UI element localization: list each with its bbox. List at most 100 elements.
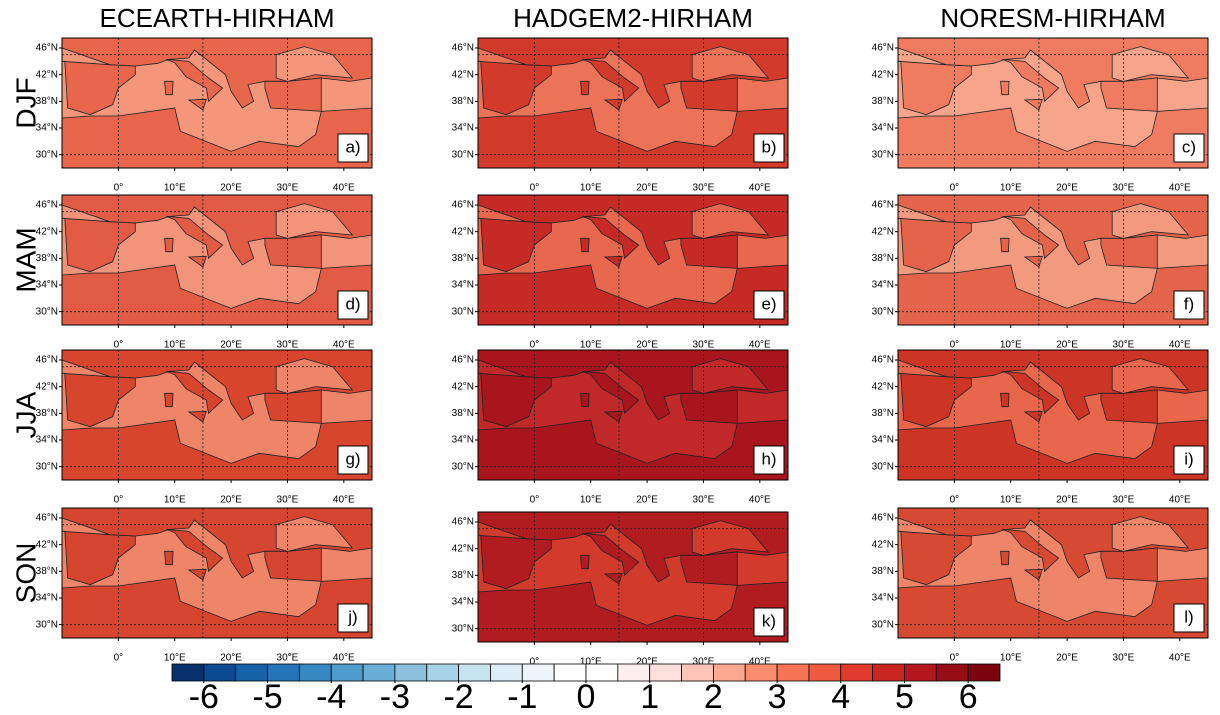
lat-tick-label: 30°N — [36, 306, 58, 317]
panel-label-box — [753, 445, 785, 475]
panel-label-box — [1173, 445, 1205, 475]
colorbar-tick-label: 2 — [704, 678, 723, 715]
lon-tick-label: 40°E — [1169, 495, 1191, 506]
lon-tick-label: 10°E — [164, 340, 186, 351]
map-panel: 46°N 42°N 38°N 34°N 30°N 0° 10°E 20°E 30°E 40°E d) — [36, 194, 373, 351]
lat-tick-label: 46°N — [36, 355, 58, 366]
lat-tick-label: 42°N — [872, 69, 894, 80]
lon-tick-label: 20°E — [636, 495, 658, 506]
land — [264, 234, 322, 269]
column-title: HADGEM2-HIRHAM — [513, 3, 753, 33]
lat-tick-label: 38°N — [872, 96, 894, 107]
lon-tick-label: 10°E — [1000, 183, 1022, 194]
land — [1023, 568, 1043, 581]
lon-tick-label: 40°E — [1169, 340, 1191, 351]
lat-tick-label: 34°N — [872, 593, 894, 604]
lon-tick-label: 30°E — [1113, 183, 1135, 194]
colorbar-box — [967, 663, 1001, 682]
lat-tick-label: 46°N — [452, 43, 474, 54]
panels: 46°N 42°N 38°N 34°N 30°N 0° 10°E 20°E 30°E 40°E a)… — [36, 37, 1209, 668]
lat-tick-label: 34°N — [452, 597, 474, 608]
inland-sea — [1111, 358, 1190, 394]
lat-tick-label: 34°N — [452, 123, 474, 134]
lon-tick-label: 20°E — [1056, 653, 1078, 664]
lon-tick-label: 30°E — [1113, 340, 1135, 351]
land — [187, 410, 207, 423]
map-panel: 46°N 42°N 38°N 34°N 30°N 0° 10°E 20°E 30°E 40°E c) — [872, 37, 1209, 194]
land — [164, 392, 174, 408]
map-panel: 46°N 42°N 38°N 34°N 30°N 0° 10°E 20°E 30°E 40°E a) — [36, 37, 373, 194]
lon-tick-label: 20°E — [1056, 340, 1078, 351]
colorbar-tick-label: -5 — [252, 678, 282, 715]
land — [1023, 255, 1043, 268]
map-panel: 46°N 42°N 38°N 34°N 30°N 0° 10°E 20°E 30°E 40°E k) — [452, 511, 789, 668]
lat-tick-label: 30°N — [452, 461, 474, 472]
lon-tick-label: 30°E — [693, 340, 715, 351]
lon-tick-label: 0° — [114, 495, 124, 506]
column-title: ECEARTH-HIRHAM — [100, 3, 335, 33]
land — [1000, 392, 1010, 408]
lat-tick-label: 38°N — [872, 408, 894, 419]
map-panel: 46°N 42°N 38°N 34°N 30°N 0° 10°E 20°E 30°E 40°E e) — [452, 194, 789, 351]
inland-sea — [691, 46, 770, 82]
lon-tick-label: 40°E — [333, 653, 355, 664]
lat-tick-label: 46°N — [452, 517, 474, 528]
lat-tick-label: 30°N — [36, 461, 58, 472]
inland-sea — [1111, 203, 1190, 239]
frame — [61, 37, 373, 169]
lon-tick-label: 20°E — [636, 340, 658, 351]
colorbar-tick-label: -4 — [316, 678, 346, 715]
lat-tick-label: 38°N — [36, 408, 58, 419]
land — [1100, 77, 1158, 112]
land — [1002, 215, 1060, 260]
lat-tick-label: 38°N — [452, 408, 474, 419]
lat-tick-label: 38°N — [872, 566, 894, 577]
land — [680, 77, 738, 112]
land — [166, 215, 224, 260]
map-panel: 46°N 42°N 38°N 34°N 30°N 0° 10°E 20°E 30°E 40°E b) — [452, 37, 789, 194]
panel-label-box — [753, 133, 785, 163]
row-label: DJF — [10, 77, 41, 128]
lon-tick-label: 20°E — [220, 340, 242, 351]
land — [1023, 98, 1043, 111]
row-label: MAM — [10, 227, 41, 292]
lat-tick-label: 30°N — [452, 623, 474, 634]
lon-tick-label: 10°E — [164, 183, 186, 194]
frame — [897, 349, 1209, 481]
colorbar-tick-label: 3 — [768, 678, 787, 715]
lon-tick-label: 20°E — [220, 183, 242, 194]
colorbar-tick-label: 4 — [831, 678, 850, 715]
lon-tick-label: 0° — [530, 657, 540, 668]
land — [582, 58, 640, 103]
panel-label: i) — [1184, 449, 1193, 468]
land — [582, 532, 640, 577]
land — [166, 528, 224, 573]
panel-label: d) — [345, 294, 360, 313]
land — [187, 98, 207, 111]
panel-label: l) — [1184, 607, 1193, 626]
land — [580, 392, 590, 408]
lon-tick-label: 20°E — [636, 183, 658, 194]
panel-label: h) — [761, 449, 776, 468]
land — [680, 389, 738, 424]
panel-label-box — [753, 290, 785, 320]
lon-tick-label: 40°E — [749, 495, 771, 506]
lat-tick-label: 38°N — [452, 253, 474, 264]
land — [164, 237, 174, 253]
map-panel: 46°N 42°N 38°N 34°N 30°N 0° 10°E 20°E 30°E 40°E g) — [36, 349, 373, 506]
lon-tick-label: 40°E — [749, 657, 771, 668]
land — [166, 370, 224, 415]
lon-tick-label: 40°E — [749, 340, 771, 351]
lat-tick-label: 34°N — [36, 593, 58, 604]
lat-tick-label: 42°N — [36, 226, 58, 237]
lat-tick-label: 34°N — [452, 435, 474, 446]
land — [603, 572, 623, 585]
inland-sea — [275, 516, 354, 552]
lon-tick-label: 0° — [114, 653, 124, 664]
lat-tick-label: 30°N — [872, 149, 894, 160]
lat-tick-label: 42°N — [452, 226, 474, 237]
lon-tick-label: 30°E — [693, 183, 715, 194]
land — [164, 550, 174, 566]
lon-tick-label: 10°E — [1000, 653, 1022, 664]
lon-tick-label: 20°E — [636, 657, 658, 668]
